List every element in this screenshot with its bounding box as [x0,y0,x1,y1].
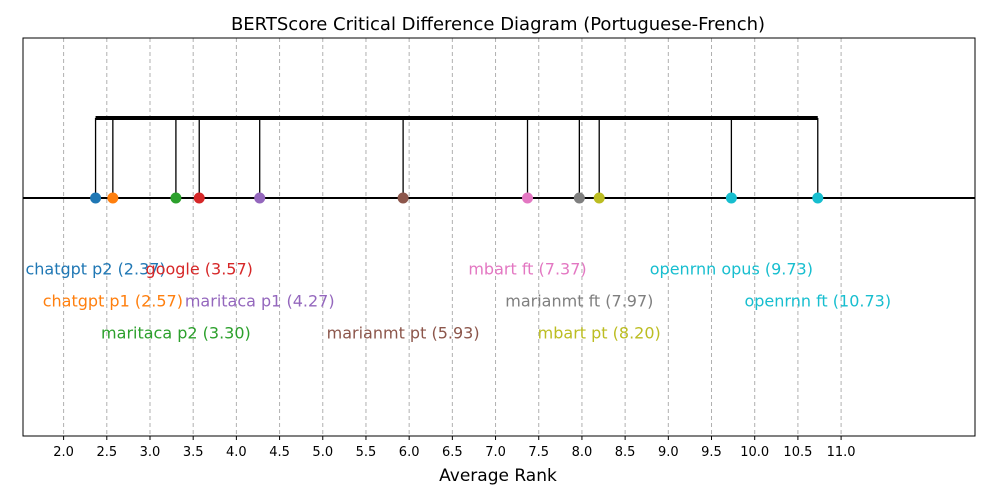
x-tick-label: 11.0 [827,445,856,460]
x-tick-label: 6.0 [399,445,420,460]
x-axis-label: Average Rank [439,466,557,486]
rank-point [593,192,605,204]
rank-point [254,192,266,204]
x-tick-label: 8.0 [572,445,593,460]
x-tick-label: 2.5 [96,445,117,460]
grid-layer [63,38,842,436]
points-layer [90,192,824,204]
cd-layer [94,116,819,198]
x-tick-label: 3.5 [183,445,204,460]
chart-title: BERTScore Critical Difference Diagram (P… [231,14,765,35]
rank-point [193,192,205,204]
point-label: mbart pt (8.20) [538,324,661,343]
rank-point [812,192,824,204]
point-label: marianmt pt (5.93) [327,324,480,343]
x-tick-label: 9.0 [658,445,679,460]
x-tick-label: 6.5 [442,445,463,460]
rank-point [90,192,102,204]
point-label: marianmt ft (7.97) [505,292,653,311]
x-tick-label: 5.5 [356,445,377,460]
x-tick-label: 7.0 [485,445,506,460]
point-label: chatgpt p2 (2.37) [25,260,165,279]
x-tick-label: 9.5 [701,445,722,460]
point-label: google (3.57) [146,260,253,279]
x-tick-label: 10.5 [783,445,812,460]
x-tick-label: 10.0 [740,445,769,460]
rank-point [397,192,409,204]
point-label: chatgpt p1 (2.57) [43,292,183,311]
x-tick-label: 4.0 [226,445,247,460]
x-tick-label: 8.5 [615,445,636,460]
plot-frame [22,37,976,437]
point-label: openrnn ft (10.73) [744,292,891,311]
rank-point [170,192,182,204]
point-label: maritaca p2 (3.30) [101,324,251,343]
x-tick-label: 3.0 [140,445,161,460]
ticks-layer: 2.0 2.5 3.0 3.5 4.0 4.5 5.0 5.5 6.0 6.5 7.0 7.5 8.0 8… [53,436,856,460]
rank-point [522,192,534,204]
rank-point [107,192,119,204]
point-label: maritaca p1 (4.27) [185,292,335,311]
rank-point [573,192,585,204]
x-tick-label: 4.5 [269,445,290,460]
point-label: openrnn opus (9.73) [650,260,813,279]
labels-layer: chatgpt p2 (2.37)chatgpt p1 (2.57)marita… [25,260,891,343]
x-tick-label: 7.5 [528,445,549,460]
point-label: mbart ft (7.37) [468,260,586,279]
x-tick-label: 5.0 [312,445,333,460]
x-tick-label: 2.0 [53,445,74,460]
rank-point [725,192,737,204]
